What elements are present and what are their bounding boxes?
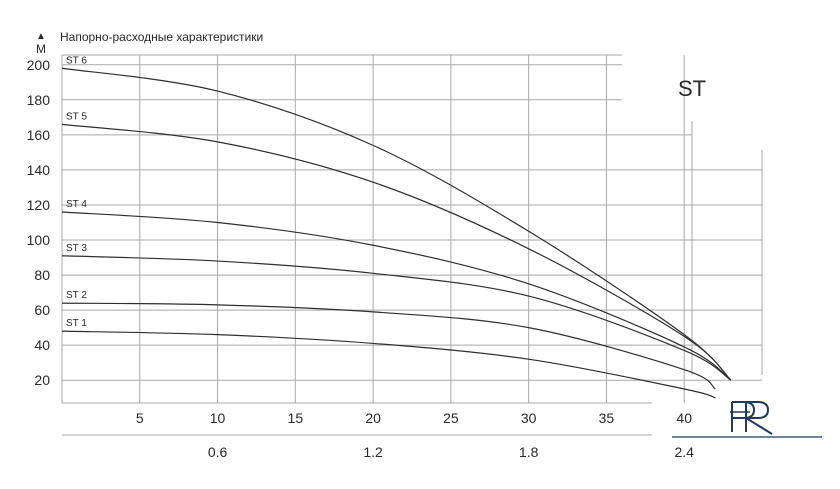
- curves: [61, 67, 732, 399]
- grid: [61, 54, 763, 436]
- series-line: [61, 255, 732, 381]
- series-line: [61, 123, 732, 381]
- series-label: ST 2: [66, 290, 87, 301]
- x-tick-label: 20: [365, 410, 381, 426]
- legend-box: [622, 55, 762, 121]
- y-tick-label: 160: [27, 127, 51, 143]
- series-label: ST 5: [66, 111, 87, 122]
- y-tick-label: 80: [34, 267, 50, 283]
- series-line: [61, 211, 732, 381]
- series-label: ST 6: [66, 55, 87, 66]
- chart-title: Напорно-расходные характеристики: [60, 30, 263, 44]
- x-tick-label: 15: [288, 410, 304, 426]
- series-label: ST 4: [66, 199, 87, 210]
- x-tick-label: 35: [599, 410, 615, 426]
- x-tick-label: 5: [136, 410, 144, 426]
- x2-tick-label: 1.2: [363, 444, 383, 460]
- series-line: [61, 67, 732, 381]
- y-tick-label: 60: [34, 302, 50, 318]
- series-line: [61, 302, 716, 390]
- x-tick-label: 10: [210, 410, 226, 426]
- x-tick-label: 30: [521, 410, 537, 426]
- series-label: ST 1: [66, 318, 87, 329]
- x-tick-label: 40: [676, 410, 692, 426]
- y-tick-label: 100: [27, 232, 51, 248]
- x2-tick-label: 0.6: [208, 444, 228, 460]
- x2-tick-label: 2.4: [674, 444, 694, 460]
- y-tick-label: 120: [27, 197, 51, 213]
- series-line: [61, 330, 716, 399]
- x2-tick-label: 1.8: [519, 444, 539, 460]
- y-tick-label: 20: [34, 372, 50, 388]
- x-tick-label: 25: [443, 410, 459, 426]
- y-axis-arrow-icon: ▲: [36, 31, 46, 42]
- y-tick-label: 140: [27, 162, 51, 178]
- y-tick-label: 200: [27, 57, 51, 73]
- series-box-label: ST: [678, 76, 706, 101]
- y-axis-unit: М: [36, 42, 46, 56]
- y-tick-label: 180: [27, 92, 51, 108]
- labels: 20 40 60 80 100 120 140 160 180 200 5 10 15 20 25 30 35 4…: [27, 55, 695, 460]
- pr-logo: [672, 401, 822, 438]
- y-tick-label: 40: [34, 337, 50, 353]
- series-label: ST 3: [66, 243, 87, 254]
